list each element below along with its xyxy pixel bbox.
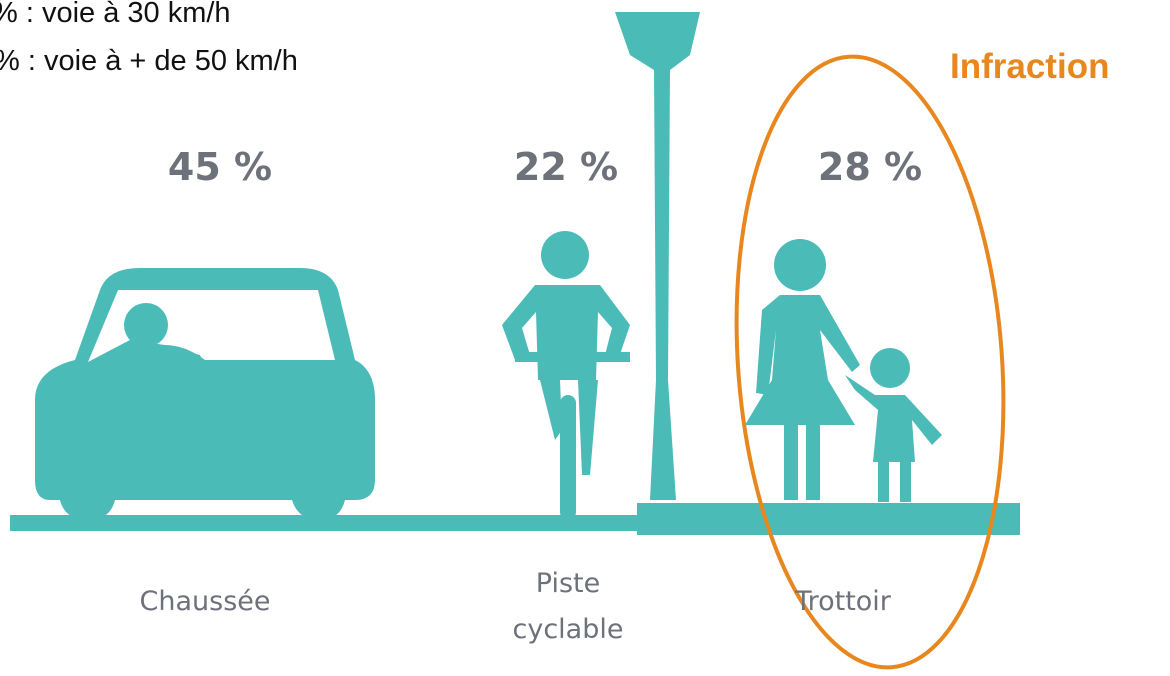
zone-name: Chaussée bbox=[140, 586, 271, 617]
infraction-ellipse bbox=[734, 54, 1006, 670]
infraction-label: Infraction bbox=[950, 47, 1109, 86]
zone-percent: 22 % bbox=[514, 145, 618, 189]
illustration bbox=[10, 12, 1020, 535]
header-line: % : voie à 30 km/h bbox=[0, 0, 231, 29]
zone-name: cyclable bbox=[513, 614, 624, 645]
header-line: % : voie à + de 50 km/h bbox=[0, 45, 298, 77]
zone-percent: 28 % bbox=[818, 145, 922, 189]
zone-percent: 45 % bbox=[168, 145, 272, 189]
zone-name: Trottoir bbox=[794, 586, 892, 617]
zone-name: Piste bbox=[536, 568, 600, 599]
